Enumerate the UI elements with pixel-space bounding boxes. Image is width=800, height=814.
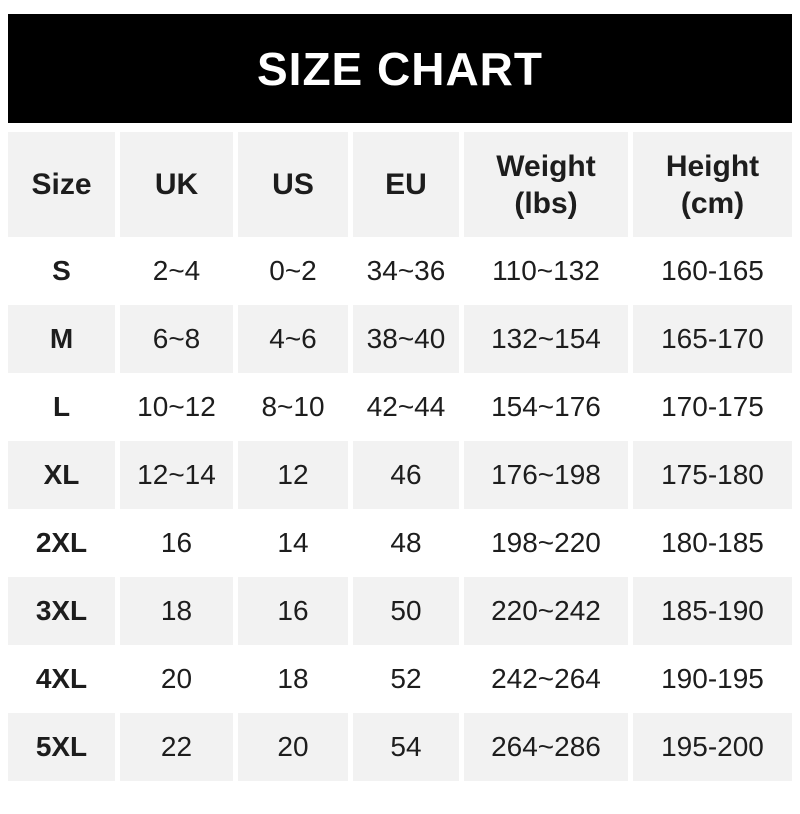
table-cell: 50 xyxy=(353,577,459,645)
column-header-label: UK xyxy=(154,168,199,201)
column-header-size: Size xyxy=(8,132,115,237)
column-header-weight: Weight (lbs) xyxy=(464,132,628,237)
table-cell: 0~2 xyxy=(238,237,348,305)
table-cell: 48 xyxy=(353,509,459,577)
size-table: Size UK US EU Weight (lbs) Height (cm) S 2… xyxy=(8,132,792,781)
table-cell: 8~10 xyxy=(238,373,348,441)
table-cell: 4~6 xyxy=(238,305,348,373)
table-cell: 6~8 xyxy=(120,305,233,373)
table-cell: 20 xyxy=(120,645,233,713)
table-cell: 12~14 xyxy=(120,441,233,509)
table-cell: 180-185 xyxy=(633,509,792,577)
column-header-height: Height (cm) xyxy=(633,132,792,237)
size-label: L xyxy=(8,373,115,441)
size-chart-banner: SIZE CHART xyxy=(8,14,792,123)
banner-title: SIZE CHART xyxy=(257,42,543,95)
table-cell: 20 xyxy=(238,713,348,781)
table-cell: 165-170 xyxy=(633,305,792,373)
table-cell: 18 xyxy=(238,645,348,713)
column-header-eu: EU xyxy=(353,132,459,237)
table-cell: 132~154 xyxy=(464,305,628,373)
table-cell: 195-200 xyxy=(633,713,792,781)
size-label: M xyxy=(8,305,115,373)
column-header-label: EU xyxy=(385,168,427,201)
table-cell: 18 xyxy=(120,577,233,645)
table-cell: 16 xyxy=(120,509,233,577)
table-cell: 185-190 xyxy=(633,577,792,645)
table-cell: 42~44 xyxy=(353,373,459,441)
table-cell: 52 xyxy=(353,645,459,713)
table-cell: 54 xyxy=(353,713,459,781)
column-header-label: US xyxy=(272,168,314,201)
table-cell: 38~40 xyxy=(353,305,459,373)
table-cell: 46 xyxy=(353,441,459,509)
column-header-label: Weight xyxy=(496,149,596,183)
column-header-label: Size xyxy=(31,168,92,201)
table-cell: 22 xyxy=(120,713,233,781)
table-cell: 34~36 xyxy=(353,237,459,305)
table-cell: 110~132 xyxy=(464,237,628,305)
table-cell: 242~264 xyxy=(464,645,628,713)
column-header-us: US xyxy=(238,132,348,237)
table-cell: 220~242 xyxy=(464,577,628,645)
size-label: XL xyxy=(8,441,115,509)
table-cell: 12 xyxy=(238,441,348,509)
table-cell: 190-195 xyxy=(633,645,792,713)
size-label: S xyxy=(8,237,115,305)
table-cell: 154~176 xyxy=(464,373,628,441)
table-cell: 264~286 xyxy=(464,713,628,781)
size-label: 4XL xyxy=(8,645,115,713)
table-cell: 160-165 xyxy=(633,237,792,305)
table-cell: 10~12 xyxy=(120,373,233,441)
size-label: 3XL xyxy=(8,577,115,645)
column-header-uk: UK xyxy=(120,132,233,237)
column-header-label: Height xyxy=(665,149,760,183)
table-cell: 198~220 xyxy=(464,509,628,577)
table-cell: 16 xyxy=(238,577,348,645)
column-header-sublabel: (lbs) xyxy=(514,186,578,220)
size-label: 2XL xyxy=(8,509,115,577)
table-cell: 14 xyxy=(238,509,348,577)
table-cell: 176~198 xyxy=(464,441,628,509)
table-cell: 175-180 xyxy=(633,441,792,509)
column-header-sublabel: (cm) xyxy=(680,186,745,220)
size-label: 5XL xyxy=(8,713,115,781)
table-cell: 2~4 xyxy=(120,237,233,305)
table-cell: 170-175 xyxy=(633,373,792,441)
